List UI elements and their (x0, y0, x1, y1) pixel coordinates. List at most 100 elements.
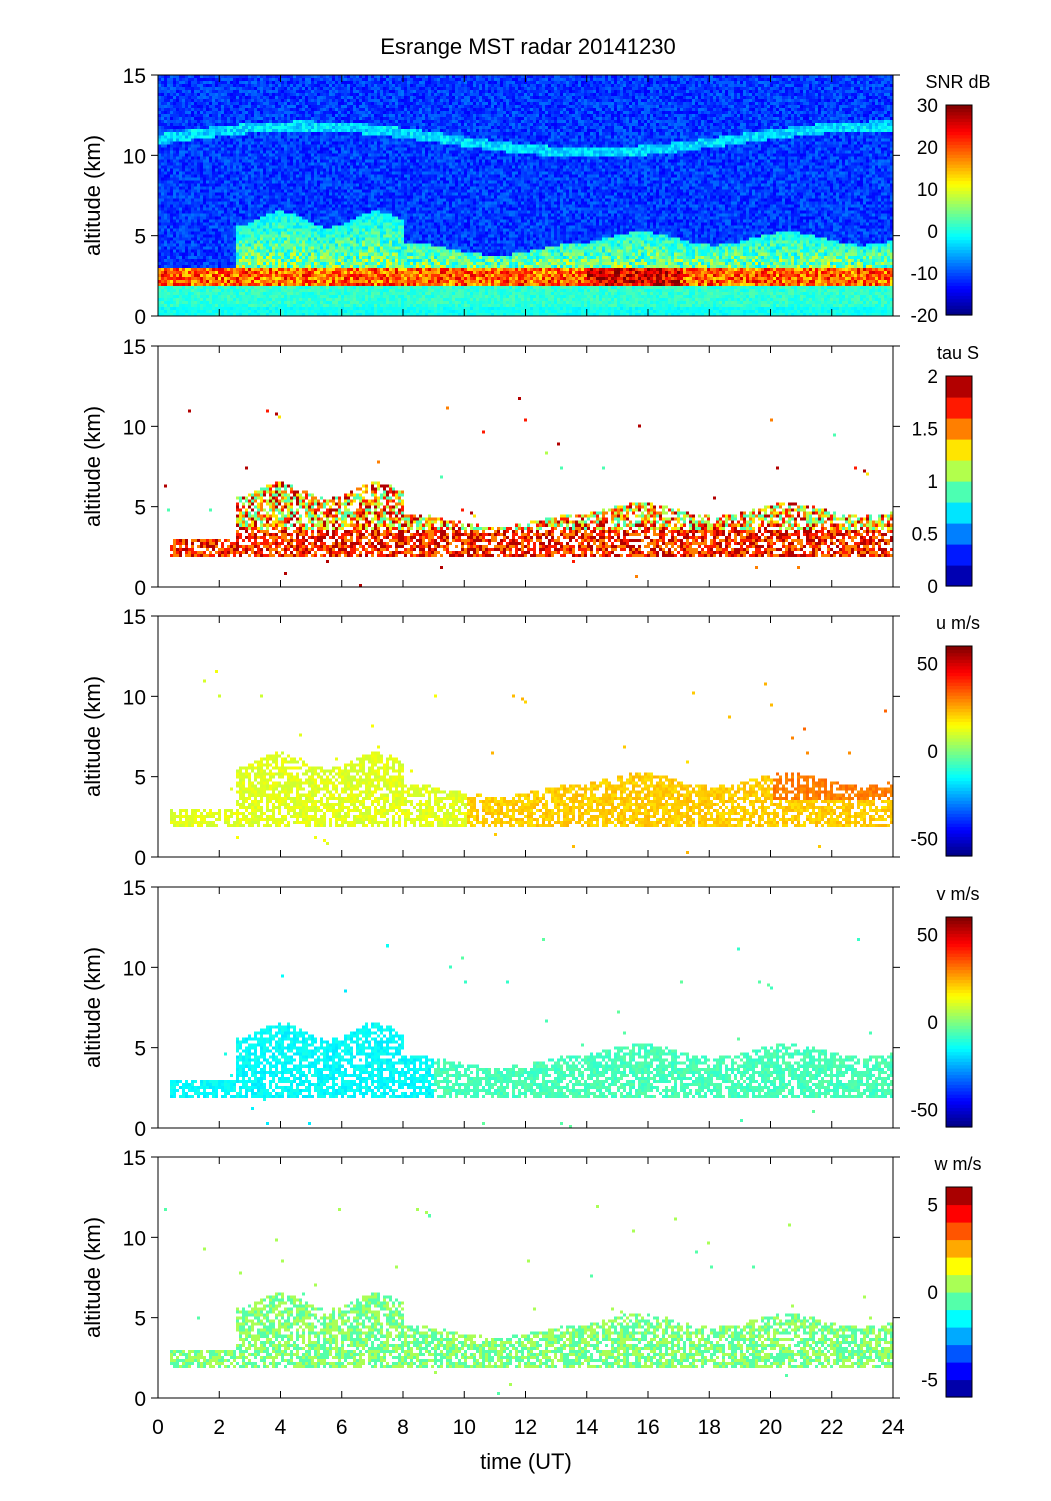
colorbar-segment (946, 724, 972, 729)
colorbar-segment (946, 160, 972, 165)
colorbar-segment (946, 1292, 972, 1311)
colorbar-segment (946, 1204, 972, 1223)
colorbar-segment (946, 839, 972, 844)
colorbar-tau: tau S 0 0.5 1 1.5 2 (912, 343, 979, 598)
colorbar-segment (946, 1031, 972, 1036)
colorbar-label: tau S (937, 343, 979, 363)
colorbar-tick-label: 50 (917, 655, 938, 676)
colorbar-segment (946, 1120, 972, 1125)
colorbar-segment (946, 972, 972, 977)
colorbar-segment (946, 691, 972, 696)
colorbar-segment (946, 966, 972, 971)
colorbar-segment (946, 744, 972, 749)
colorbar-segment (946, 1002, 972, 1007)
colorbar-segment (946, 833, 972, 837)
colorbar-segment (946, 800, 972, 805)
colorbar-segment (946, 203, 972, 208)
colorbar-segment (946, 301, 972, 306)
colorbar-segment (946, 649, 972, 654)
colorbar-w: w m/s -5 0 5 (921, 1154, 982, 1398)
colorbar-segment (946, 1038, 972, 1043)
y-axis-label: altitude (km) (80, 135, 105, 256)
colorbar-segment (946, 695, 972, 700)
colorbar-frame (945, 104, 973, 316)
colorbar-segment (946, 816, 972, 821)
colorbar-segment (946, 953, 972, 957)
colorbar-segment (946, 481, 972, 503)
colorbar-segment (946, 741, 972, 746)
y-tick-label: 10 (123, 1227, 146, 1250)
colorbar-segment (946, 1107, 972, 1112)
y-tick-label: 5 (134, 226, 146, 249)
colorbar-segment (946, 793, 972, 798)
colorbar-tick-label: -10 (911, 264, 938, 285)
colorbar-segment (946, 200, 972, 205)
colorbar-segment (946, 275, 972, 280)
colorbar-segment (946, 672, 972, 677)
colorbar-segment (946, 1035, 972, 1040)
colorbar-segment (946, 943, 972, 948)
colorbar-segment (946, 229, 972, 234)
colorbar-segment (946, 259, 972, 264)
colorbar-segment (946, 565, 972, 587)
y-axis-label: altitude (km) (80, 1217, 105, 1338)
heatmap-w (158, 1157, 893, 1398)
colorbar-segment (946, 1222, 972, 1241)
x-tick-label: 8 (397, 1416, 409, 1439)
colorbar-tick-label: 0.5 (912, 525, 938, 546)
colorbar-segment (946, 219, 972, 224)
colorbar-segment (946, 1090, 972, 1095)
colorbar-tick-label: -50 (911, 830, 938, 851)
colorbar-segment (946, 1028, 972, 1033)
y-tick-label: 5 (134, 767, 146, 790)
colorbar-segment (946, 305, 972, 310)
panel-u: 0 5 10 15 altitude (km) u m/s -50 0 50 (80, 606, 980, 870)
colorbar-segment (946, 1100, 972, 1105)
colorbar-segment (946, 1104, 972, 1108)
y-tick-label: 0 (134, 306, 146, 329)
y-tick-label: 5 (134, 1308, 146, 1331)
colorbar-segment (946, 810, 972, 814)
heatmap-tau (158, 346, 893, 587)
colorbar-tick-label: 0 (927, 1283, 938, 1304)
colorbar-tick-label: 50 (917, 926, 938, 947)
colorbar-segment (946, 134, 972, 139)
colorbar-segment (946, 652, 972, 657)
colorbar-segment (946, 121, 972, 126)
colorbar-segment (946, 992, 972, 997)
colorbar-segment (946, 1081, 972, 1085)
colorbar-segment (946, 917, 972, 921)
colorbar-segment (946, 206, 972, 211)
colorbar-frame (945, 645, 973, 857)
colorbar-segment (946, 655, 972, 660)
colorbar-segment (946, 989, 972, 994)
colorbar-segment (946, 298, 972, 303)
colorbar-segment (946, 285, 972, 290)
colorbar-segment (946, 141, 972, 145)
colorbar-segment (946, 523, 972, 545)
y-tick-label: 15 (123, 65, 146, 88)
colorbar-segment (946, 923, 972, 928)
axes-frame (157, 1156, 894, 1399)
colorbar-segment (946, 292, 972, 296)
colorbar-segment (946, 728, 972, 732)
colorbar-segment (946, 183, 972, 188)
colorbar-segment (946, 1008, 972, 1013)
colorbar-segment (946, 721, 972, 726)
colorbar-segment (946, 1274, 972, 1293)
colorbar-segment (946, 685, 972, 690)
colorbar-segment (946, 930, 972, 935)
colorbar-segment (946, 1113, 972, 1118)
heatmap-v (158, 887, 893, 1128)
colorbar-segment (946, 544, 972, 566)
colorbar-segment (946, 1071, 972, 1076)
colorbar-segment (946, 796, 972, 801)
x-tick-label: 4 (275, 1416, 287, 1439)
colorbar-segment (946, 278, 972, 283)
colorbar-segment (946, 1041, 972, 1046)
colorbar-segment (946, 708, 972, 713)
heatmap-SNR (158, 75, 893, 316)
colorbar-segment (946, 646, 972, 650)
colorbar-segment (946, 731, 972, 736)
